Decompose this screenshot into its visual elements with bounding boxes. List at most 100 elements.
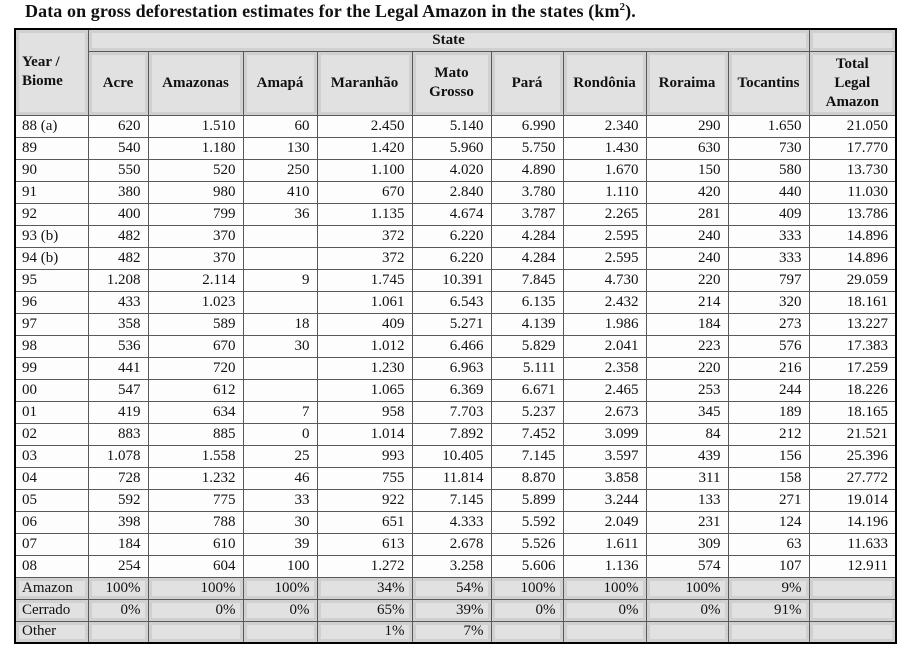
- data-cell: 372: [316, 224, 413, 248]
- row-label: 91: [14, 180, 89, 204]
- table-row: 99 441 720 1.230 6.963 5.111 2.358 220 216 17.259: [14, 356, 897, 380]
- data-cell: 46: [242, 466, 318, 490]
- row-label: 04: [14, 466, 89, 490]
- data-cell: 980: [147, 180, 244, 204]
- data-cell: 398: [87, 510, 149, 534]
- data-cell: 156: [727, 444, 810, 468]
- data-cell: 100%: [645, 576, 729, 600]
- data-cell: 799: [147, 202, 244, 226]
- data-cell: 25.396: [808, 444, 897, 468]
- data-cell: 11.814: [411, 466, 492, 490]
- data-cell: 482: [87, 224, 149, 248]
- data-cell: 4.890: [490, 158, 564, 182]
- table-row: 94 (b) 482 370 372 6.220 4.284 2.595 240 333 14.8…: [14, 246, 897, 270]
- data-cell: 17.383: [808, 334, 897, 358]
- data-cell: 5.750: [490, 136, 564, 160]
- data-cell: 6.671: [490, 378, 564, 402]
- data-cell: 60: [242, 114, 318, 138]
- data-cell: 244: [727, 378, 810, 402]
- data-cell: 254: [87, 554, 149, 578]
- data-cell: 958: [316, 400, 413, 424]
- data-cell: 5.829: [490, 334, 564, 358]
- caption-text: Data on gross deforestation estimates fo…: [25, 1, 620, 21]
- row-label: 90: [14, 158, 89, 182]
- data-cell: 7.452: [490, 422, 564, 446]
- deforestation-table: Year / Biome State Acre Amazonas Amapá Mara…: [14, 28, 898, 644]
- data-cell: 3.597: [562, 444, 647, 468]
- data-cell: 775: [147, 488, 244, 512]
- data-cell: 670: [147, 334, 244, 358]
- data-cell: 6.466: [411, 334, 492, 358]
- data-cell: 63: [727, 532, 810, 556]
- data-cell: 651: [316, 510, 413, 534]
- data-cell: 613: [316, 532, 413, 556]
- data-cell: 550: [87, 158, 149, 182]
- data-cell: 10.391: [411, 268, 492, 292]
- table-row: 04 728 1.232 46 755 11.814 8.870 3.858 311 158 27.…: [14, 466, 897, 490]
- data-cell: 54%: [411, 576, 492, 600]
- data-cell: 250: [242, 158, 318, 182]
- data-cell: 184: [645, 312, 729, 336]
- data-cell: 6.135: [490, 290, 564, 314]
- data-cell: 409: [316, 312, 413, 336]
- data-cell: 1.078: [87, 444, 149, 468]
- table-row: 96 433 1.023 1.061 6.543 6.135 2.432 214 320 18.1…: [14, 290, 897, 314]
- column-header: Acre: [87, 50, 149, 116]
- data-cell: 419: [87, 400, 149, 424]
- data-cell: 4.284: [490, 224, 564, 248]
- data-cell: 18.226: [808, 378, 897, 402]
- data-cell: [147, 620, 244, 644]
- data-cell: 4.139: [490, 312, 564, 336]
- data-cell: 281: [645, 202, 729, 226]
- data-cell: 189: [727, 400, 810, 424]
- data-cell: [808, 620, 897, 644]
- data-cell: 2.595: [562, 246, 647, 270]
- data-cell: 11.633: [808, 532, 897, 556]
- data-cell: 1.061: [316, 290, 413, 314]
- data-cell: 65%: [316, 598, 413, 622]
- data-cell: 3.244: [562, 488, 647, 512]
- data-cell: 7.145: [411, 488, 492, 512]
- data-cell: 883: [87, 422, 149, 446]
- row-label: 94 (b): [14, 246, 89, 270]
- table-row: Other 1% 7%: [14, 620, 897, 644]
- data-cell: 1.420: [316, 136, 413, 160]
- data-cell: 290: [645, 114, 729, 138]
- biome-footer: Amazon 100% 100% 100% 34% 54% 100% 100% 100% 9% Ce…: [14, 576, 897, 644]
- row-label: Cerrado: [14, 598, 89, 622]
- data-cell: 21.521: [808, 422, 897, 446]
- data-cell: 220: [645, 268, 729, 292]
- table-row: 90 550 520 250 1.100 4.020 4.890 1.670 150 580 13.…: [14, 158, 897, 182]
- data-cell: 1.136: [562, 554, 647, 578]
- data-cell: [727, 620, 810, 644]
- column-header: Rondônia: [562, 50, 647, 116]
- data-cell: 592: [87, 488, 149, 512]
- row-label: 95: [14, 268, 89, 292]
- data-cell: 133: [645, 488, 729, 512]
- data-cell: 130: [242, 136, 318, 160]
- data-cell: 728: [87, 466, 149, 490]
- data-cell: 2.049: [562, 510, 647, 534]
- table-row: 01 419 634 7 958 7.703 5.237 2.673 345 189 18.165: [14, 400, 897, 424]
- data-cell: 370: [147, 224, 244, 248]
- caption-superscript: 2: [619, 1, 626, 13]
- data-cell: 7.892: [411, 422, 492, 446]
- data-cell: 1.110: [562, 180, 647, 204]
- data-cell: 409: [727, 202, 810, 226]
- data-cell: 5.271: [411, 312, 492, 336]
- data-cell: 309: [645, 532, 729, 556]
- row-label: 93 (b): [14, 224, 89, 248]
- table-header: Year / Biome State Acre Amazonas Amapá Mara…: [14, 28, 897, 116]
- table-row: Cerrado 0% 0% 0% 65% 39% 0% 0% 0% 91%: [14, 598, 897, 622]
- row-label: Amazon: [14, 576, 89, 600]
- data-cell: 730: [727, 136, 810, 160]
- data-cell: 1.065: [316, 378, 413, 402]
- row-label: 99: [14, 356, 89, 380]
- data-cell: 410: [242, 180, 318, 204]
- data-cell: 158: [727, 466, 810, 490]
- data-cell: 1.012: [316, 334, 413, 358]
- data-cell: 18: [242, 312, 318, 336]
- data-cell: 7%: [411, 620, 492, 644]
- column-header: Tocantins: [727, 50, 810, 116]
- data-cell: 3.858: [562, 466, 647, 490]
